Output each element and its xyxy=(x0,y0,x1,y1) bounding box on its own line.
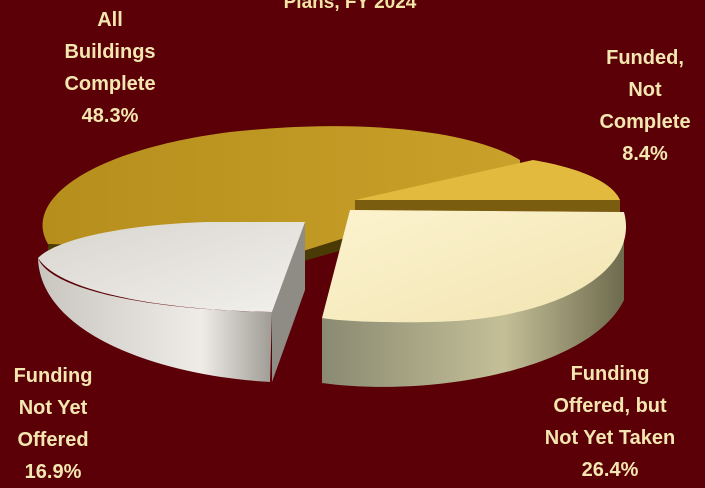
slice-label-line: Funding xyxy=(570,363,650,385)
slice-label-funding-offered: Funding Offered, but Not Yet Taken 26.4% xyxy=(515,358,705,486)
slice-label-line: Complete xyxy=(64,73,156,95)
slice-value-label: 8.4% xyxy=(622,143,668,165)
slice-label-funding-not-yet-offered: Funding Not Yet Offered 16.9% xyxy=(0,360,106,488)
slice-label-line: Funded, xyxy=(606,47,684,69)
chart-title: Plans, FY 2024 xyxy=(283,0,417,13)
slice-depth-funding-not-yet-offered xyxy=(38,258,272,382)
slice-label-line: Not Yet Taken xyxy=(544,427,676,449)
slice-depth-funded-not-complete xyxy=(355,200,620,212)
slice-label-line: Complete xyxy=(599,111,691,133)
slice-label-line: Buildings xyxy=(64,41,156,63)
slice-funding-offered xyxy=(322,210,627,323)
slice-label-line: Funding xyxy=(13,365,93,387)
slice-label-line: Not xyxy=(628,79,662,101)
slice-value-label: 16.9% xyxy=(24,461,82,483)
slice-funded-not-complete xyxy=(355,160,620,200)
slice-label-line: Not Yet xyxy=(18,397,88,419)
slice-label-line: All xyxy=(97,9,123,31)
slice-value-label: 48.3% xyxy=(81,105,139,127)
slice-funding-not-yet-offered xyxy=(38,222,305,312)
slice-label-funded-not-complete: Funded, Not Complete 8.4% xyxy=(590,42,700,170)
slice-label-line: Offered, but xyxy=(553,395,667,417)
slice-depth-funding-offered xyxy=(322,232,624,387)
slice-label-line: Offered xyxy=(17,429,89,451)
slice-label-all-buildings-complete: All Buildings Complete 48.3% xyxy=(40,4,180,132)
slice-all-buildings-complete xyxy=(42,126,521,252)
slice-value-label: 26.4% xyxy=(581,459,639,481)
slice-side-funding-not-yet-offered xyxy=(272,222,305,382)
